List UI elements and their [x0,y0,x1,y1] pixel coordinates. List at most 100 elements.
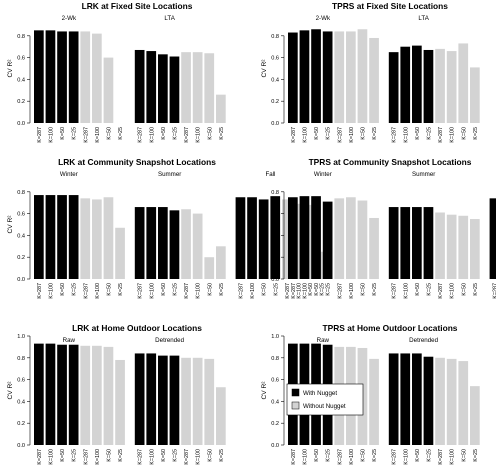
bar-without-nugget [334,31,345,123]
x-tick-label: K=287 [138,283,144,299]
x-tick-label: K=50 [314,127,320,140]
bar-with-nugget [322,31,333,123]
x-tick-label: K=25 [426,449,432,462]
x-tick-label: K=25 [273,283,279,296]
bar-without-nugget [369,37,379,124]
bar-without-nugget [293,203,304,279]
y-axis-label: CV R² [261,215,268,234]
bar-without-nugget [346,31,356,123]
group-label: Summer [412,171,435,178]
x-tick-label: K=100 [48,449,54,465]
x-tick-label: K=100 [403,127,409,143]
bar-with-nugget [134,207,145,279]
x-tick-label: K=25 [219,283,225,296]
bar-with-nugget [258,199,269,279]
x-tick-label: K=50 [308,283,314,296]
y-tick-label: 0.2 [17,99,25,105]
x-tick-label: K=287 [392,283,398,299]
group-label: Raw [317,337,330,344]
bar-with-nugget [322,201,333,279]
group-label: Winter [314,171,332,178]
bar-with-nugget [412,353,422,445]
group-label: LTA [164,15,175,22]
y-tick-label: 0.6 [271,212,279,218]
bar-without-nugget [458,43,469,123]
panel-4: TPRS at Community Snapshot Locations 0.0 0… [261,157,496,299]
x-tick-label: K=100 [196,127,202,143]
y-tick-label: 0.6 [17,378,25,384]
panel-2: TPRS at Fixed Site Locations 0.0 0.2 0.4 0.6… [261,1,480,143]
group-label: Raw [63,337,76,344]
bar-with-nugget [146,51,157,124]
bar-with-nugget [146,353,157,445]
bar-with-nugget [169,56,180,124]
y-tick-label: 0.0 [271,121,279,127]
panel-title: LRK at Community Snapshot Locations [58,157,216,167]
y-tick-label: 0.4 [17,77,25,83]
x-tick-label: K=50 [161,449,167,462]
y-tick-label: 0.0 [271,443,279,449]
bar-with-nugget [158,54,168,123]
x-tick-label: K=50 [207,449,213,462]
group-label: Fall [265,171,275,178]
bar-without-nugget [115,359,125,445]
x-tick-label: K=287 [184,127,190,143]
x-tick-label: K=25 [326,127,332,140]
x-tick-label: K=287 [83,449,89,465]
bar-with-nugget [169,210,180,279]
y-tick-label: 0.8 [17,190,25,196]
y-tick-label: 0.8 [17,356,25,362]
y-tick-label: 1.0 [271,334,279,340]
legend-box [286,383,364,416]
x-tick-label: K=50 [360,127,366,140]
bar-without-nugget [435,212,445,279]
y-tick-label: 0.2 [17,421,25,427]
y-tick-label: 0.0 [17,277,25,283]
x-tick-label: K=100 [302,449,308,465]
x-tick-label: K=100 [95,449,101,465]
x-tick-label: K=50 [60,283,66,296]
bar-with-nugget [400,353,411,445]
bar-without-nugget [192,357,203,445]
x-tick-label: K=25 [326,449,332,462]
panel-title: TPRS at Fixed Site Locations [332,1,448,11]
x-tick-label: K=287 [37,283,43,299]
bar-without-nugget [470,386,480,445]
legend-label-with-nugget: With Nugget [303,390,337,397]
bar-with-nugget [146,207,157,279]
y-axis-label: CV R² [261,381,268,400]
x-tick-label: K=50 [161,127,167,140]
bar-without-nugget [435,357,445,445]
x-tick-label: K=25 [372,449,378,462]
bar-without-nugget [446,214,457,279]
bar-with-nugget [423,356,434,445]
x-tick-label: K=287 [438,449,444,465]
x-tick-label: K=100 [196,283,202,299]
bar-with-nugget [68,31,79,123]
y-tick-label: 0.4 [271,233,279,239]
y-axis-label: CV R² [7,59,14,78]
bar-with-nugget [388,52,399,123]
x-tick-label: K=25 [426,127,432,140]
x-tick-label: K=100 [302,283,308,299]
y-axis-label: CV R² [7,215,14,234]
x-tick-label: K=287 [438,283,444,299]
bar-without-nugget [346,197,356,279]
bar-with-nugget [311,29,321,123]
x-tick-label: K=287 [83,283,89,299]
group-label: Summer [158,171,181,178]
y-tick-label: 0.0 [17,121,25,127]
x-tick-label: K=25 [118,127,124,140]
x-tick-label: K=50 [461,449,467,462]
group-label: 2-Wk [62,15,77,22]
bar-with-nugget [45,343,56,445]
bar-without-nugget [305,204,315,279]
panel-title: LRK at Home Outdoor Locations [72,323,202,333]
bar-with-nugget [34,195,44,279]
y-tick-label: 0.4 [271,399,279,405]
x-tick-label: K=100 [349,127,355,143]
y-tick-label: 0.0 [17,443,25,449]
x-tick-label: K=287 [184,283,190,299]
x-tick-label: K=287 [337,449,343,465]
bar-without-nugget [357,29,368,123]
